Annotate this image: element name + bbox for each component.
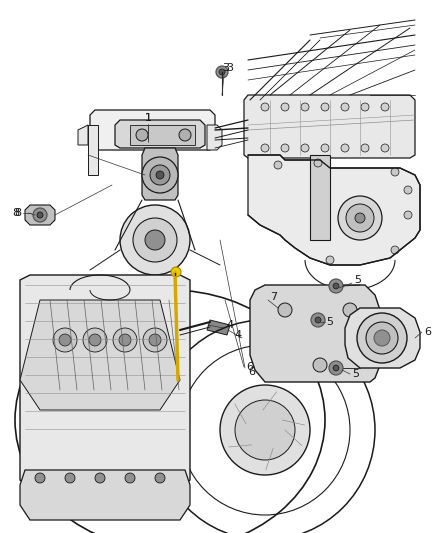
Circle shape [326,256,334,264]
Circle shape [278,303,292,317]
Circle shape [313,358,327,372]
Circle shape [59,334,71,346]
Circle shape [136,129,148,141]
Circle shape [95,473,105,483]
Circle shape [374,330,390,346]
Polygon shape [78,125,88,145]
Circle shape [361,144,369,152]
Polygon shape [88,125,98,175]
Circle shape [179,129,191,141]
Circle shape [314,159,322,167]
Circle shape [338,196,382,240]
Polygon shape [310,155,330,240]
Circle shape [125,473,135,483]
Circle shape [156,171,164,179]
Circle shape [281,103,289,111]
Text: 8: 8 [12,208,20,218]
Text: 6: 6 [248,367,255,377]
Text: 5: 5 [353,369,360,379]
Circle shape [301,103,309,111]
Circle shape [329,361,343,375]
Circle shape [261,144,269,152]
Circle shape [333,365,339,371]
Circle shape [119,334,131,346]
Circle shape [343,303,357,317]
Text: 4: 4 [226,320,233,330]
Circle shape [381,144,389,152]
Polygon shape [142,148,178,200]
Circle shape [155,473,165,483]
Polygon shape [20,300,180,410]
Polygon shape [90,110,215,150]
Circle shape [341,103,349,111]
Circle shape [321,144,329,152]
Circle shape [391,246,399,254]
Text: 3: 3 [226,63,233,73]
Bar [130,125,195,145]
Polygon shape [207,125,222,150]
Circle shape [391,168,399,176]
Circle shape [142,157,178,193]
Circle shape [311,313,325,327]
Circle shape [357,313,407,363]
Circle shape [149,334,161,346]
Circle shape [143,328,167,352]
Polygon shape [250,285,380,382]
Circle shape [404,211,412,219]
Circle shape [333,283,339,289]
Text: 5: 5 [354,275,361,285]
Circle shape [404,186,412,194]
Circle shape [361,103,369,111]
Circle shape [329,279,343,293]
Text: 3: 3 [223,63,230,73]
Circle shape [274,161,282,169]
Text: 4: 4 [234,330,242,340]
Circle shape [35,473,45,483]
Circle shape [355,213,365,223]
Circle shape [220,385,310,475]
Circle shape [113,328,137,352]
Text: 8: 8 [14,208,21,218]
Circle shape [53,328,77,352]
Circle shape [301,144,309,152]
Polygon shape [244,95,415,158]
Text: 1: 1 [145,113,152,123]
Circle shape [366,322,398,354]
Circle shape [167,324,183,340]
Circle shape [171,267,181,277]
Circle shape [219,69,225,75]
Circle shape [83,328,107,352]
Circle shape [145,230,165,250]
Circle shape [120,205,190,275]
Circle shape [150,165,170,185]
Text: 1: 1 [145,113,152,123]
Polygon shape [20,275,190,488]
Text: 5: 5 [326,317,333,327]
Polygon shape [248,155,420,265]
Text: 7: 7 [270,292,278,302]
Circle shape [341,144,349,152]
Circle shape [281,144,289,152]
Polygon shape [345,308,420,368]
Circle shape [261,103,269,111]
Polygon shape [20,470,190,520]
Circle shape [216,66,228,78]
Polygon shape [115,120,205,148]
Polygon shape [25,205,55,225]
Text: 6: 6 [424,327,431,337]
Circle shape [65,473,75,483]
Circle shape [235,400,295,460]
Circle shape [346,204,374,232]
Circle shape [89,334,101,346]
Circle shape [33,208,47,222]
Polygon shape [207,320,230,335]
Circle shape [37,212,43,218]
Text: 6: 6 [247,362,254,372]
Circle shape [315,317,321,323]
Circle shape [321,103,329,111]
Circle shape [133,218,177,262]
Circle shape [381,103,389,111]
